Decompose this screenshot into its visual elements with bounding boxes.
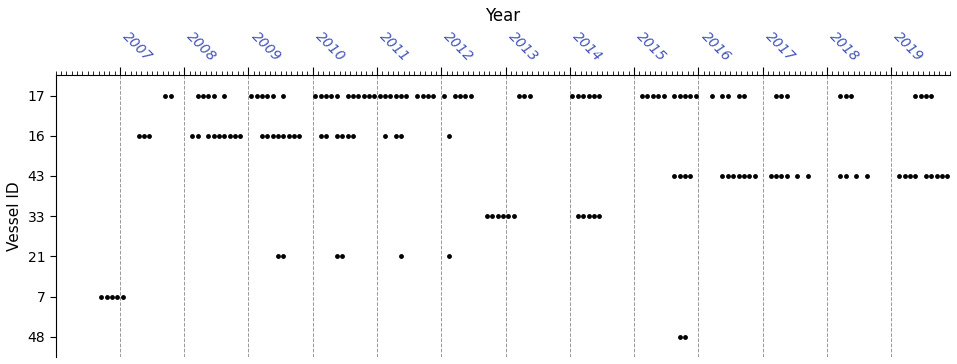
X-axis label: Year: Year <box>485 7 521 25</box>
Y-axis label: Vessel ID: Vessel ID <box>7 181 22 251</box>
